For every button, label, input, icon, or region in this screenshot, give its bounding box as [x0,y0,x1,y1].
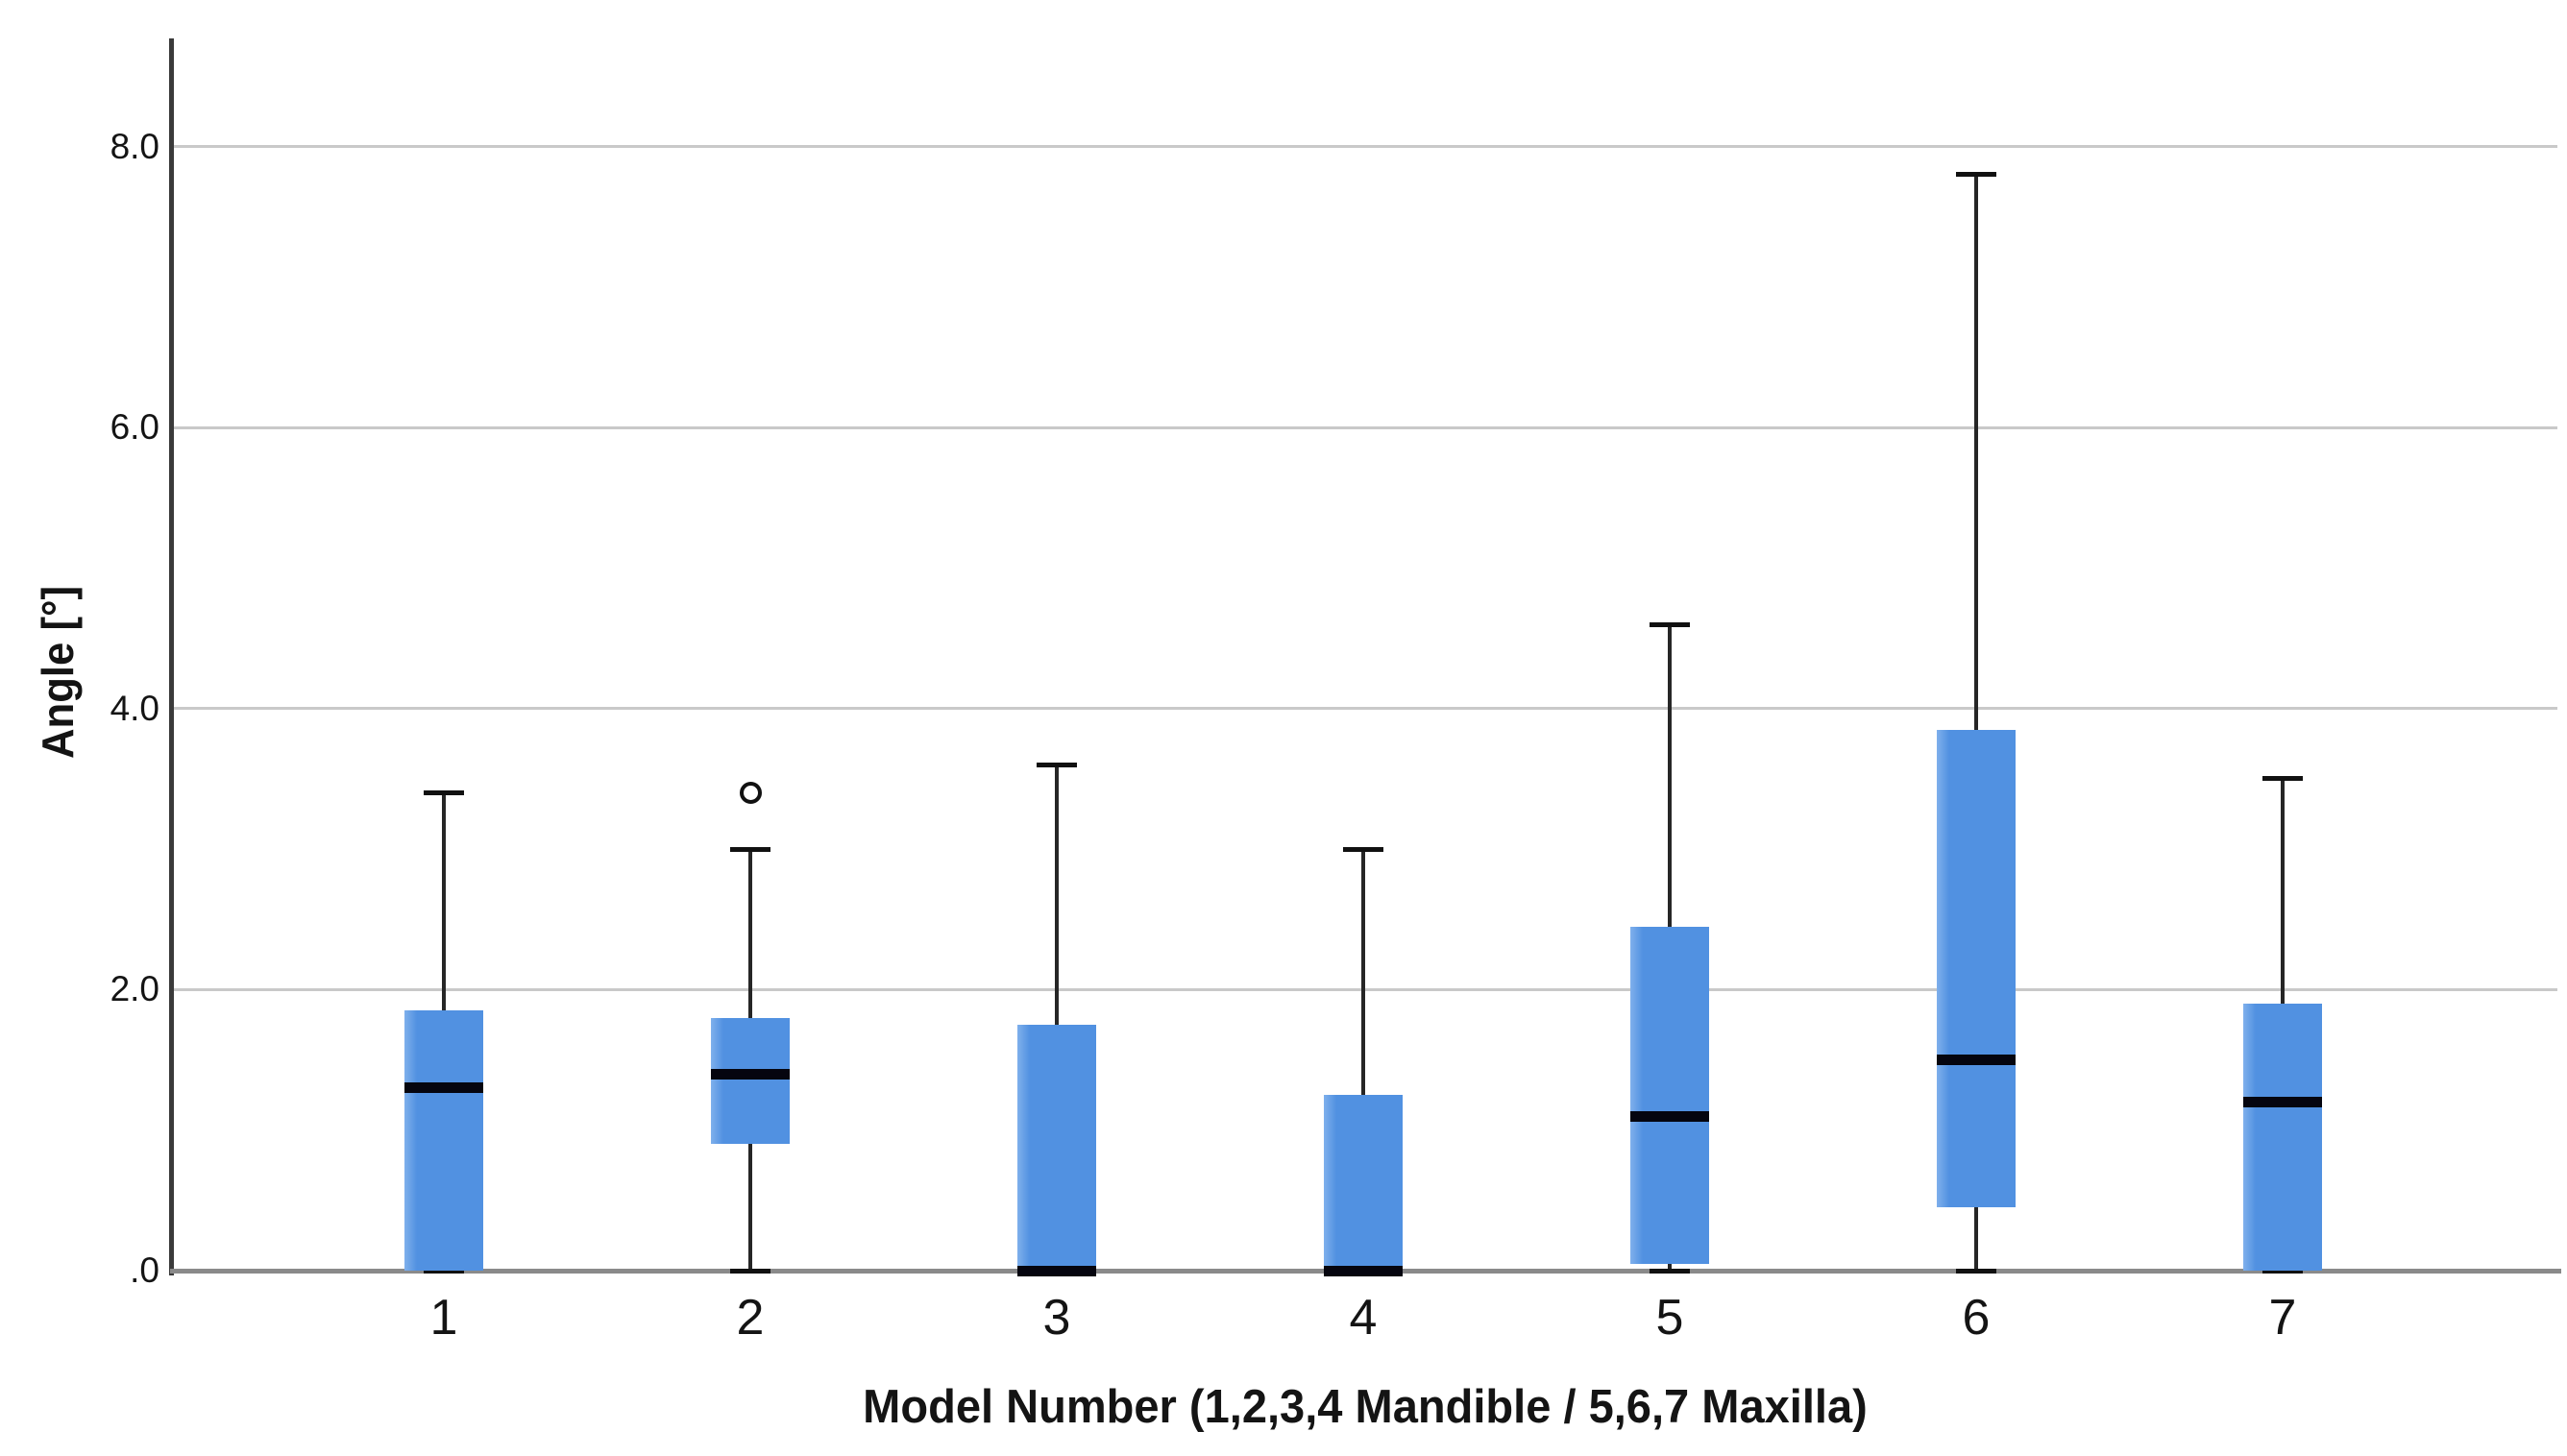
upper-whisker-line-7 [2281,778,2285,1005]
upper-whisker-line-6 [1974,174,1978,730]
median-line-4 [1324,1265,1403,1276]
box-7 [2243,1004,2322,1271]
median-line-3 [1017,1265,1096,1276]
median-line-7 [2243,1096,2322,1107]
lower-whisker-cap-5 [1650,1268,1690,1274]
median-line-5 [1630,1110,1709,1122]
y-axis-line [169,38,174,1275]
lower-whisker-cap-6 [1956,1268,1996,1274]
median-line-2 [711,1068,790,1080]
y-tick-label-4.0: 4.0 [110,688,159,728]
x-axis-title: Model Number (1,2,3,4 Mandible / 5,6,7 M… [863,1381,1868,1433]
upper-whisker-cap-5 [1650,621,1690,627]
box-1 [404,1010,483,1271]
x-tick-label-7: 7 [2268,1290,2297,1346]
upper-whisker-cap-3 [1037,762,1077,767]
box-6 [1937,729,2016,1208]
upper-whisker-line-1 [442,792,446,1011]
gridline-8.0 [173,145,2557,149]
x-tick-label-5: 5 [1655,1290,1684,1346]
upper-whisker-cap-6 [1956,172,1996,178]
y-tick-label-6.0: 6.0 [110,407,159,448]
gridline-2.0 [173,987,2557,991]
lower-whisker-line-6 [1974,1207,1978,1271]
x-tick-label-6: 6 [1962,1290,1991,1346]
upper-whisker-cap-7 [2262,776,2303,782]
box-4 [1324,1095,1403,1271]
upper-whisker-cap-1 [424,790,464,796]
x-tick-label-3: 3 [1042,1290,1071,1346]
lower-whisker-cap-1 [424,1268,464,1274]
x-tick-label-2: 2 [736,1290,765,1346]
upper-whisker-cap-4 [1343,846,1383,852]
y-tick-label-.0: .0 [130,1250,159,1290]
median-line-6 [1937,1055,2016,1066]
upper-whisker-cap-2 [730,846,770,852]
y-tick-label-2.0: 2.0 [110,969,159,1009]
gridline-4.0 [173,707,2557,711]
box-2 [711,1017,790,1145]
lower-whisker-line-2 [748,1144,752,1271]
box-5 [1630,926,1709,1264]
y-tick-label-8.0: 8.0 [110,126,159,166]
upper-whisker-line-2 [748,849,752,1018]
x-tick-label-4: 4 [1349,1290,1378,1346]
outlier-point-2 [739,782,762,805]
lower-whisker-line-5 [1668,1263,1672,1271]
box-3 [1017,1024,1096,1271]
upper-whisker-line-3 [1055,764,1059,1025]
gridline-6.0 [173,425,2557,429]
lower-whisker-cap-2 [730,1268,770,1274]
lower-whisker-cap-7 [2262,1268,2303,1274]
upper-whisker-line-5 [1668,624,1672,927]
median-line-1 [404,1082,483,1094]
x-tick-label-1: 1 [429,1290,458,1346]
upper-whisker-line-4 [1361,849,1365,1096]
y-axis-title: Angle [°] [33,585,83,760]
